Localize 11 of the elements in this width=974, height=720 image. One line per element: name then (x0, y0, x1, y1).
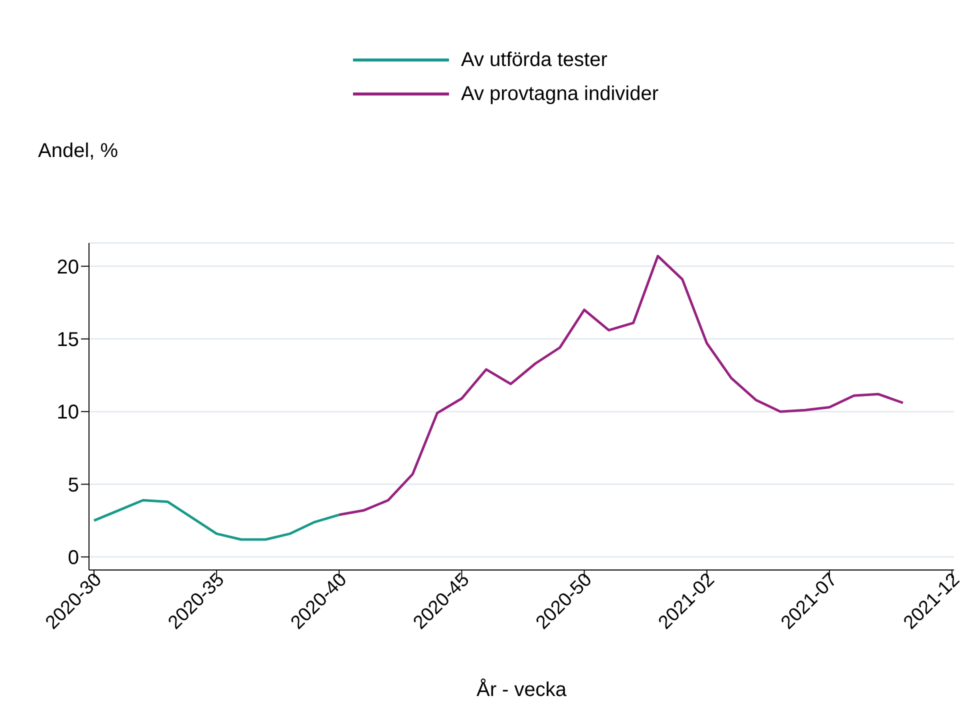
legend-label: Av utförda tester (461, 48, 608, 72)
x-axis-title: År - vecka (476, 678, 568, 701)
line-series (92, 498, 340, 541)
y-tick-label: 5 (68, 474, 79, 496)
y-tick-label: 15 (56, 329, 79, 352)
y-tick-label: 20 (56, 256, 79, 278)
y-tick-label: 10 (56, 402, 79, 424)
line-series (338, 254, 904, 516)
y-tick-label: 0 (68, 547, 79, 570)
y-axis-title: Andel, % (38, 140, 118, 163)
legend-label: Av provtagna individer (461, 82, 659, 106)
